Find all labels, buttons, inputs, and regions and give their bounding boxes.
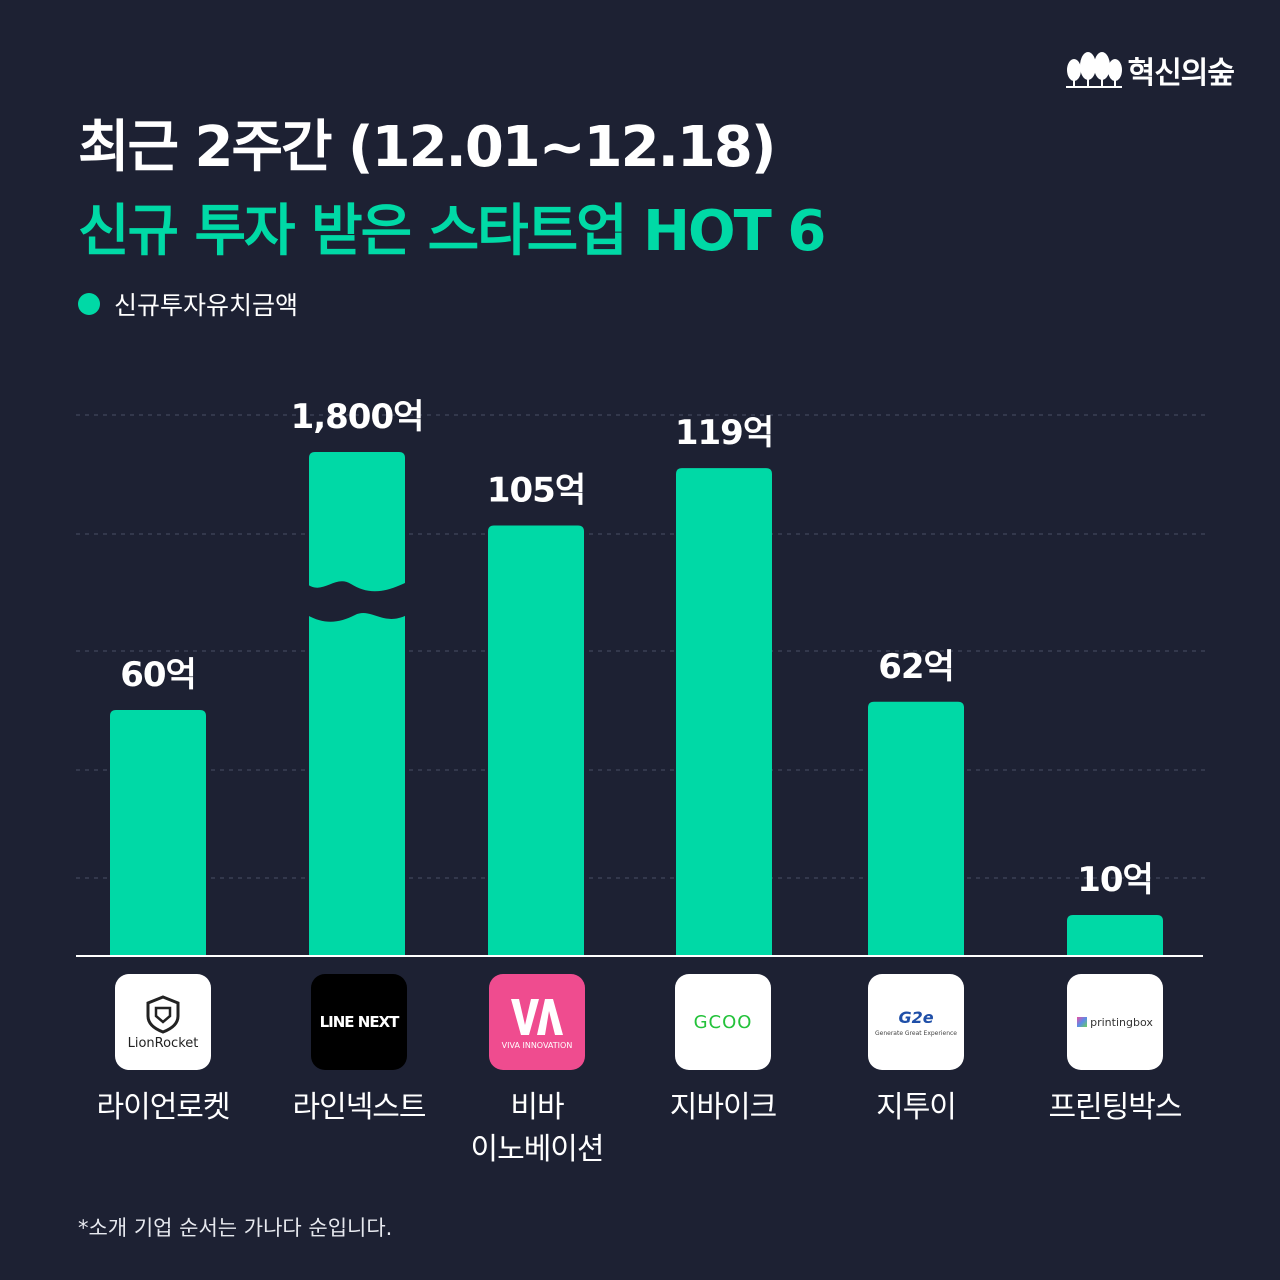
- axis-break: [307, 581, 407, 622]
- company-name: 라이언로켓: [96, 1090, 231, 1125]
- page-title: 최근 2주간 (12.01~12.18): [78, 115, 776, 180]
- printingbox-logo: printingbox: [1067, 974, 1163, 1070]
- bar: [309, 452, 405, 956]
- g2e-logo: G2e Generate Great Experience: [868, 974, 964, 1070]
- company-name-multiline: 비바 이노베이션: [437, 1087, 637, 1171]
- legend-swatch: [78, 293, 100, 315]
- data-label: 60억: [120, 655, 196, 695]
- bar: [110, 710, 206, 956]
- brand-logo: 혁신의숲: [1065, 48, 1235, 92]
- legend: 신규투자유치금액: [78, 286, 298, 322]
- company-name: 지투이: [876, 1090, 957, 1125]
- bar: [868, 701, 964, 956]
- cube-icon: [1077, 1017, 1088, 1027]
- bar: [676, 468, 772, 956]
- shield-icon: [146, 994, 180, 1034]
- page-subtitle: 신규 투자 받은 스타트업 HOT 6: [78, 199, 826, 264]
- printingbox-logo-text: printingbox: [1090, 1015, 1153, 1029]
- bar: [488, 525, 584, 956]
- g2e-logo-subtext: Generate Great Experience: [874, 1029, 957, 1037]
- gcoo-logo-text: GCOO: [693, 1011, 753, 1033]
- company-name-line1: 비바: [510, 1090, 564, 1125]
- company-name: 지바이크: [669, 1090, 777, 1125]
- bar: [1067, 915, 1163, 956]
- company-name: 프린팅박스: [1048, 1090, 1183, 1125]
- company-name: 라인넥스트: [292, 1090, 427, 1125]
- lionrocket-logo-text: LionRocket: [127, 1035, 199, 1051]
- viva-mark-icon: [511, 998, 563, 1035]
- data-label: 105억: [487, 471, 585, 511]
- g2e-logo-text: G2e: [898, 1007, 934, 1027]
- linenext-logo: LINE NEXT: [311, 974, 407, 1070]
- viva-innovation-logo: VIVA INNOVATION: [489, 974, 585, 1070]
- brand-name: 혁신의숲: [1127, 56, 1235, 91]
- legend-label: 신규투자유치금액: [114, 291, 299, 320]
- data-label: 10억: [1077, 860, 1153, 900]
- data-label: 62억: [878, 647, 954, 687]
- data-label: 1,800억: [291, 397, 424, 437]
- linenext-logo-text: LINE NEXT: [319, 1013, 400, 1031]
- lionrocket-logo: LionRocket: [115, 974, 211, 1070]
- gcoo-logo: GCOO: [675, 974, 771, 1070]
- footnote: *소개 기업 순서는 가나다 순입니다.: [78, 1216, 393, 1240]
- viva-logo-text: VIVA INNOVATION: [501, 1040, 573, 1050]
- forest-icon: [1065, 52, 1122, 88]
- data-label: 119억: [675, 413, 773, 453]
- company-name-line2: 이노베이션: [470, 1132, 605, 1167]
